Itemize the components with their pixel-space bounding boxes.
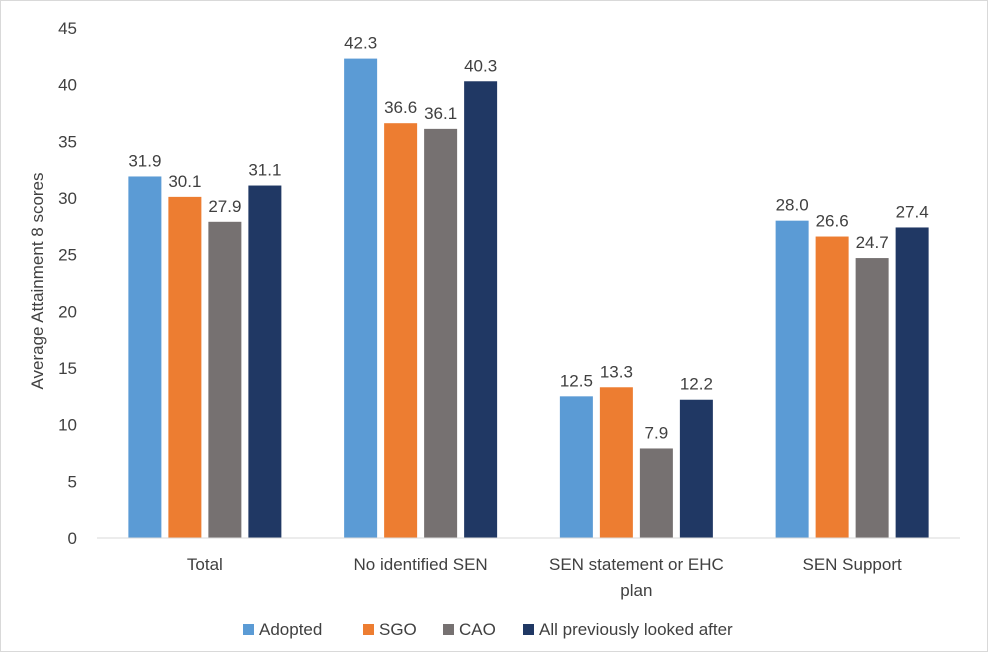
legend-label: SGO xyxy=(379,620,417,639)
bar-adopted xyxy=(559,396,593,538)
data-label: 7.9 xyxy=(645,423,669,442)
y-tick-label: 45 xyxy=(58,19,77,38)
data-label: 27.9 xyxy=(208,197,241,216)
y-tick-label: 35 xyxy=(58,132,77,151)
y-tick-label: 30 xyxy=(58,189,77,208)
legend-label: CAO xyxy=(459,620,496,639)
x-category-label: plan xyxy=(620,581,652,600)
x-category-label: SEN statement or EHC xyxy=(549,555,724,574)
data-label: 27.4 xyxy=(896,202,929,221)
y-tick-label: 25 xyxy=(58,246,77,265)
y-tick-label: 5 xyxy=(68,472,77,491)
bar-sgo xyxy=(599,387,633,538)
bar-all-previously-looked-after xyxy=(895,227,929,538)
legend-swatch xyxy=(363,624,374,635)
data-label: 40.3 xyxy=(464,56,497,75)
data-label: 12.5 xyxy=(560,371,593,390)
x-category-label: SEN Support xyxy=(803,555,902,574)
data-label: 26.6 xyxy=(816,212,849,231)
y-tick-label: 0 xyxy=(68,529,77,548)
legend-swatch xyxy=(443,624,454,635)
bar-cao xyxy=(855,258,889,538)
bar-cao xyxy=(208,221,242,539)
data-label: 28.0 xyxy=(776,196,809,215)
data-label: 36.6 xyxy=(384,98,417,117)
bar-adopted xyxy=(775,220,809,538)
data-label: 12.2 xyxy=(680,375,713,394)
data-label: 13.3 xyxy=(600,362,633,381)
y-tick-label: 10 xyxy=(58,416,77,435)
bar-adopted xyxy=(128,176,162,538)
y-tick-label: 15 xyxy=(58,359,77,378)
bars xyxy=(128,58,929,539)
bar-sgo xyxy=(384,123,418,538)
data-labels: 31.9 42.3 12.5 28.0 30.1 36.6 13.3 26.6 27.9 36.1… xyxy=(128,34,928,443)
bar-adopted xyxy=(344,58,378,538)
x-category-label: No identified SEN xyxy=(354,555,488,574)
bar-all-previously-looked-after xyxy=(679,399,713,538)
bar-cao xyxy=(424,128,458,538)
legend-label: All previously looked after xyxy=(539,620,733,639)
x-axis-category-labels: Total No identified SEN SEN statement or E… xyxy=(187,555,902,600)
data-label: 42.3 xyxy=(344,34,377,53)
bar-cao xyxy=(639,448,673,538)
bar-all-previously-looked-after xyxy=(248,185,282,539)
y-axis-ticks: 0 5 10 15 20 25 30 35 40 45 xyxy=(58,19,77,548)
data-label: 31.1 xyxy=(248,161,281,180)
data-label: 31.9 xyxy=(128,151,161,170)
x-category-label: Total xyxy=(187,555,223,574)
bar-sgo xyxy=(815,236,849,539)
data-label: 36.1 xyxy=(424,104,457,123)
data-label: 30.1 xyxy=(168,172,201,191)
legend-swatch xyxy=(243,624,254,635)
data-label: 24.7 xyxy=(856,233,889,252)
bar-all-previously-looked-after xyxy=(464,81,498,539)
legend: Adopted SGO CAO All previously looked after xyxy=(243,620,733,639)
y-tick-label: 20 xyxy=(58,302,77,321)
legend-swatch xyxy=(523,624,534,635)
y-tick-label: 40 xyxy=(58,76,77,95)
bar-sgo xyxy=(168,196,202,538)
legend-label: Adopted xyxy=(259,620,322,639)
y-axis-title: Average Attainment 8 scores xyxy=(28,172,47,389)
